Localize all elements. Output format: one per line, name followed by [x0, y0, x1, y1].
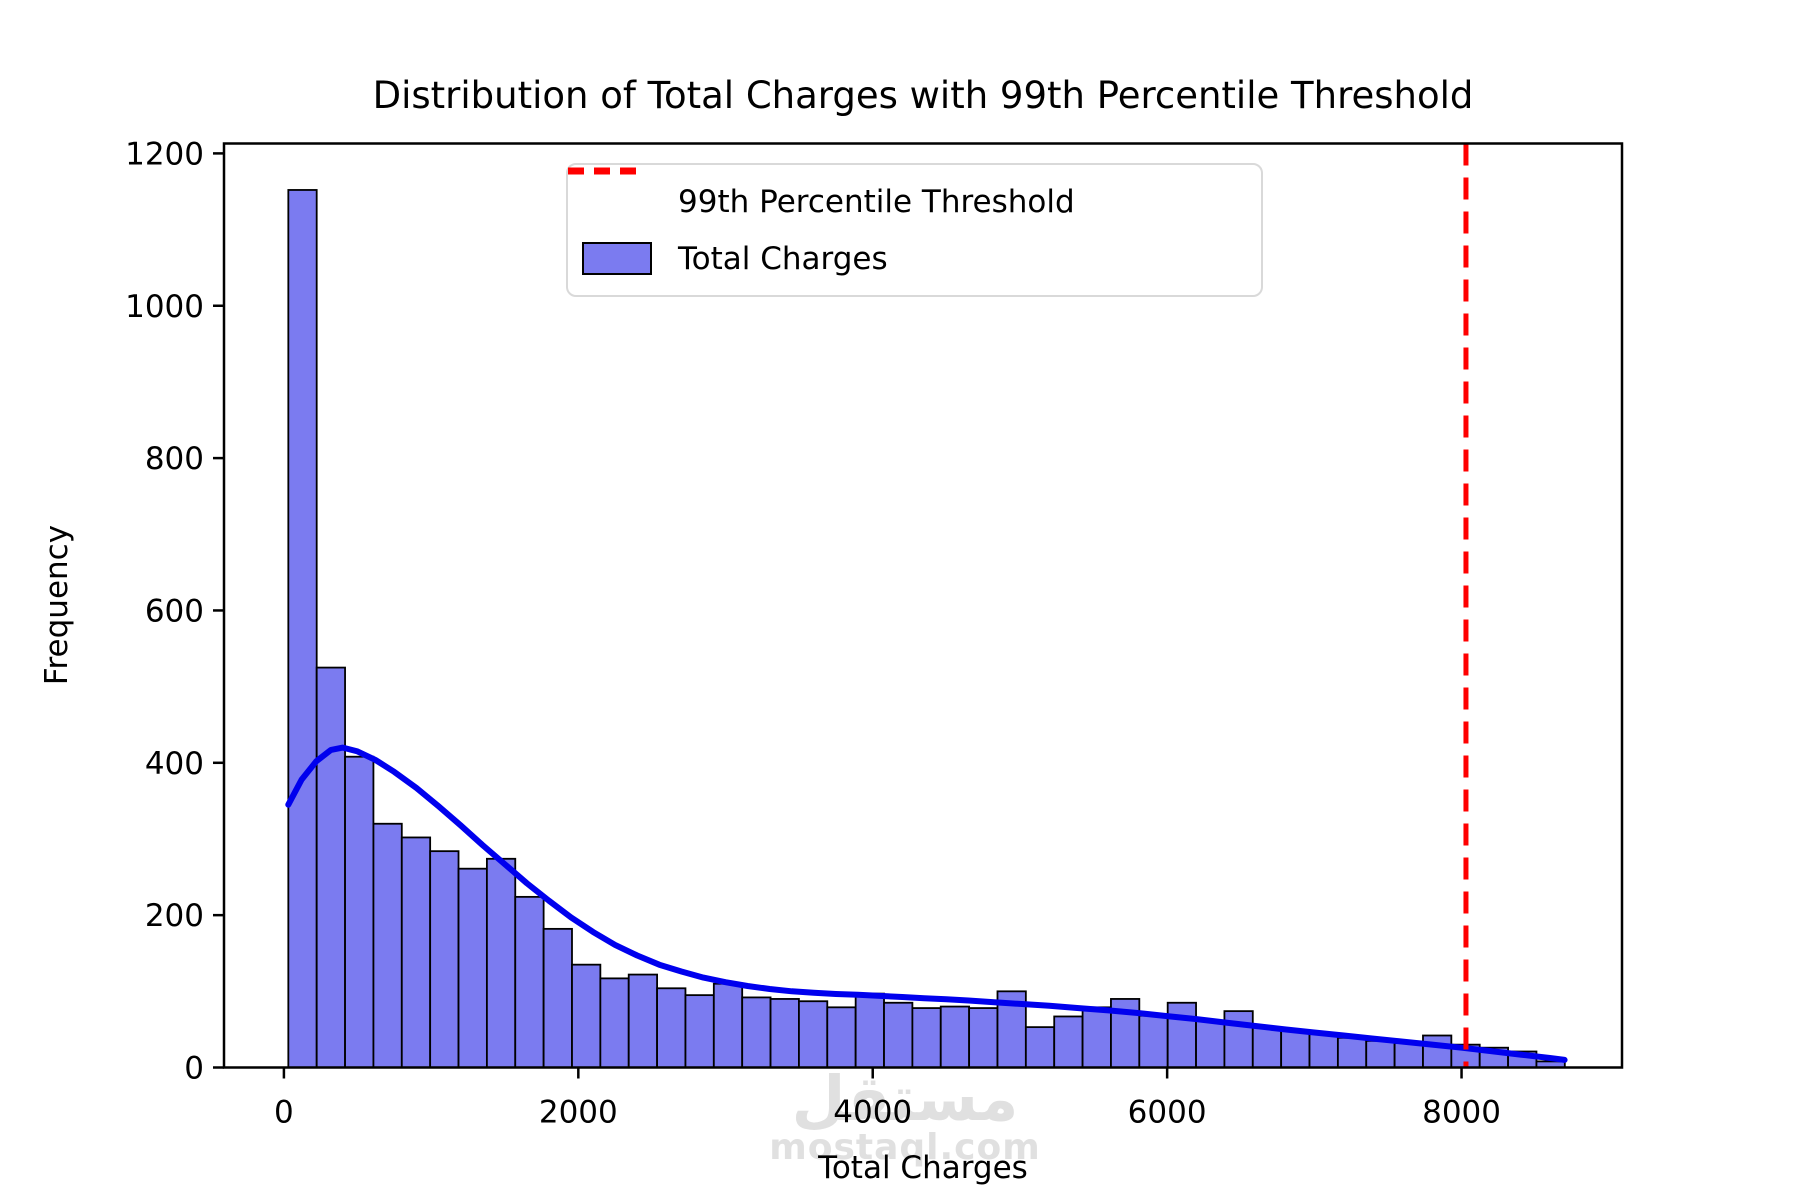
histogram-bar — [1024, 1026, 1056, 1069]
histogram-bar — [1422, 1034, 1453, 1069]
histogram-bar — [372, 822, 403, 1069]
bar-swatch-icon — [582, 242, 652, 275]
histogram-bar — [684, 994, 715, 1069]
histogram-bar — [287, 189, 318, 1069]
legend-label-threshold: 99th Percentile Threshold — [678, 183, 1075, 220]
x-tick-label: 6000 — [1128, 1095, 1207, 1131]
y-tick-label: 600 — [145, 593, 204, 629]
histogram-bar — [883, 1001, 914, 1069]
histogram-bar — [571, 963, 602, 1069]
x-axis-label: Total Charges — [818, 1150, 1028, 1186]
histogram-bar — [968, 1007, 999, 1069]
histogram-bar — [1365, 1039, 1396, 1069]
legend: 99th Percentile Threshold Total Charges — [566, 163, 1263, 297]
chart-title: Distribution of Total Charges with 99th … — [372, 74, 1474, 117]
y-tick-label: 200 — [145, 898, 204, 934]
watermark-logo: مستقل — [791, 1062, 1019, 1135]
histogram-bar — [514, 895, 545, 1069]
histogram-bar — [429, 850, 460, 1069]
y-tick-label: 1000 — [125, 289, 204, 325]
y-tick-label: 1200 — [125, 136, 204, 172]
histogram-bar — [741, 996, 772, 1069]
x-tick-label: 2000 — [539, 1095, 618, 1131]
y-tick-label: 400 — [145, 746, 204, 782]
histogram-bar — [627, 973, 658, 1069]
legend-row-threshold: 99th Percentile Threshold — [568, 167, 1247, 220]
kde-curve — [285, 744, 1568, 1063]
histogram-bar — [1195, 1020, 1226, 1069]
histogram-bar — [769, 998, 800, 1069]
histogram-bar — [939, 1005, 971, 1069]
watermark-url: mostaql.com — [769, 1127, 1041, 1169]
y-tick-label: 0 — [184, 1051, 204, 1087]
axes-frame — [222, 142, 1624, 1069]
histogram-bar — [712, 982, 744, 1069]
histogram-bar — [1166, 1001, 1197, 1069]
x-tick-label: 0 — [274, 1095, 294, 1131]
histogram-bar — [1081, 1006, 1112, 1069]
histogram-bar — [1053, 1015, 1084, 1069]
histogram-bar — [344, 755, 375, 1069]
histogram-bar — [457, 867, 488, 1069]
y-axis-label: Frequency — [39, 524, 75, 686]
histogram-bar — [1393, 1042, 1424, 1069]
histogram-bar — [599, 977, 630, 1069]
histogram-bar — [1308, 1033, 1339, 1069]
histogram-bar — [400, 836, 432, 1069]
histogram-bar — [826, 1006, 857, 1069]
histogram-bar — [1223, 1010, 1254, 1069]
legend-label-bars: Total Charges — [678, 240, 888, 277]
histogram-bar — [1138, 1014, 1169, 1069]
histogram-bar — [315, 666, 346, 1069]
legend-row-bars: Total Charges — [582, 241, 1247, 277]
histogram-bar — [911, 1007, 942, 1069]
histogram-bar — [542, 927, 573, 1069]
watermark: مستقل mostaql.com — [769, 1066, 1041, 1168]
histogram-bar — [854, 992, 885, 1069]
histogram-bar — [1280, 1029, 1311, 1069]
histogram-bar — [1336, 1036, 1368, 1069]
histogram-bar — [656, 987, 687, 1069]
histogram-bar — [485, 857, 517, 1069]
x-tick-label: 8000 — [1422, 1095, 1501, 1131]
y-tick-label: 800 — [145, 441, 204, 477]
histogram-bar — [798, 1000, 829, 1069]
x-tick-label: 4000 — [833, 1095, 912, 1131]
histogram-bar — [1251, 1026, 1283, 1069]
